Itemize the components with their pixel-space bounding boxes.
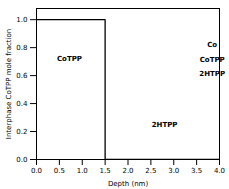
svg-text:0.0: 0.0: [31, 167, 42, 175]
svg-text:0.4: 0.4: [16, 100, 28, 108]
svg-text:0.5: 0.5: [54, 167, 65, 175]
svg-text:0.0: 0.0: [16, 156, 27, 164]
svg-text:1.0: 1.0: [77, 167, 88, 175]
svg-text:Interphase CoTPP mole fraction: Interphase CoTPP mole fraction: [5, 29, 13, 139]
svg-text:1.0: 1.0: [16, 16, 27, 24]
svg-text:4.0: 4.0: [214, 167, 225, 175]
svg-text:0.2: 0.2: [16, 128, 27, 136]
svg-text:Co: Co: [207, 41, 217, 49]
svg-text:2.5: 2.5: [145, 167, 156, 175]
svg-text:0.8: 0.8: [16, 44, 27, 52]
svg-text:2HTPP: 2HTPP: [199, 70, 225, 78]
svg-text:Depth (nm): Depth (nm): [108, 180, 149, 188]
svg-text:2HTPP: 2HTPP: [152, 121, 178, 129]
svg-text:3.0: 3.0: [168, 167, 179, 175]
svg-text:1.5: 1.5: [100, 167, 111, 175]
svg-text:2.0: 2.0: [122, 167, 133, 175]
svg-text:3.5: 3.5: [191, 167, 202, 175]
svg-text:0.6: 0.6: [16, 72, 28, 80]
svg-text:CoTPP: CoTPP: [57, 55, 82, 63]
svg-text:CoTPP: CoTPP: [200, 56, 225, 64]
